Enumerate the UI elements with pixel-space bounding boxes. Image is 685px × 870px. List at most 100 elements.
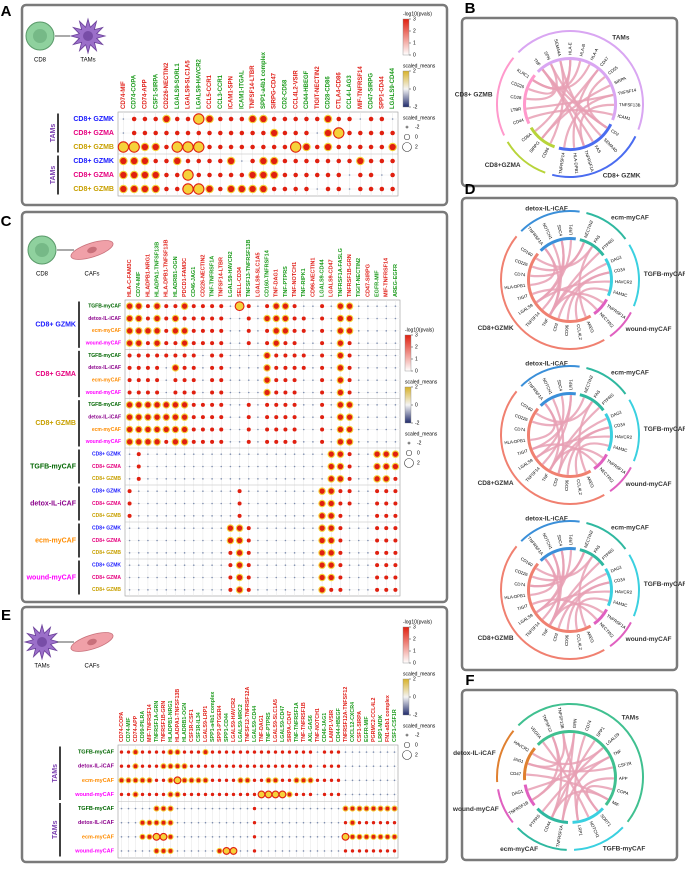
dot	[327, 499, 335, 508]
dot	[246, 575, 251, 580]
dot	[293, 552, 296, 554]
dot	[238, 342, 241, 344]
dot	[393, 765, 396, 767]
legend-title: scaled_means	[403, 671, 436, 677]
dot	[250, 158, 255, 164]
dot	[238, 428, 241, 431]
dot	[385, 367, 388, 369]
chord-link	[530, 553, 560, 588]
cell-label: TAMs	[34, 664, 49, 670]
dot	[330, 416, 333, 418]
column-label: CD74-MIF	[136, 271, 142, 297]
dot	[365, 793, 368, 796]
column-label: TNFSF13-TNFRSF13B	[246, 240, 252, 297]
dot	[312, 502, 314, 505]
dot	[259, 114, 268, 124]
dot	[266, 515, 268, 517]
dot	[220, 478, 223, 480]
dot	[211, 515, 213, 517]
dot	[229, 305, 232, 307]
dot	[385, 428, 388, 431]
dot	[356, 805, 363, 812]
dot	[347, 501, 352, 506]
dot	[153, 401, 161, 409]
column-label: LGALS9-CD47	[280, 706, 286, 742]
dot	[165, 589, 168, 591]
dot	[327, 524, 335, 532]
dot	[302, 539, 305, 542]
gene-label: HLA-DPB1	[504, 438, 526, 446]
group-label: TAMs	[50, 166, 57, 185]
colorbar	[402, 678, 410, 716]
dot	[226, 184, 236, 194]
dot	[220, 527, 223, 529]
dot	[357, 502, 360, 505]
dot	[167, 749, 174, 756]
dot	[202, 552, 204, 554]
dot	[246, 415, 251, 420]
chord-link	[579, 103, 615, 147]
dot	[153, 413, 161, 421]
column-label: CSF1-CSF1R	[392, 709, 398, 742]
dot	[316, 821, 319, 824]
dot	[257, 502, 259, 505]
dot	[180, 438, 189, 446]
dot	[165, 490, 168, 492]
dot	[347, 353, 352, 358]
dot	[238, 453, 241, 455]
dot	[220, 539, 223, 542]
dot	[202, 539, 204, 542]
dot	[316, 850, 319, 852]
dot	[289, 141, 302, 153]
dot	[210, 304, 215, 309]
gene-label: TNF	[612, 748, 622, 756]
dot	[391, 118, 394, 120]
dot	[312, 465, 314, 468]
dot	[219, 390, 224, 395]
column-label: CCL4-LAG3	[347, 75, 353, 109]
group-label: ecm-myCAF	[611, 524, 649, 531]
cell-nucleus	[87, 638, 97, 646]
group-label: CD8+GZMB	[478, 635, 514, 642]
dot	[275, 502, 278, 505]
column-label: EGFR-MIF	[375, 270, 381, 297]
gene-label: LGALS9	[517, 612, 534, 625]
gene-label: CD96	[564, 324, 570, 336]
dot	[367, 453, 369, 455]
panel-frame	[20, 3, 449, 207]
group-label: detox-IL-iCAF	[525, 206, 568, 213]
dot	[200, 341, 205, 346]
dot	[349, 805, 356, 812]
dot	[284, 465, 287, 468]
dot	[131, 130, 137, 136]
dot	[120, 821, 123, 824]
dot	[329, 750, 334, 754]
chord-link	[532, 747, 604, 766]
dot	[394, 391, 397, 394]
size-key	[402, 750, 412, 760]
dot	[265, 427, 270, 432]
group-label: CD8+ GZMA	[35, 371, 76, 378]
gene-label: NOTCH1	[589, 820, 601, 839]
dot	[309, 850, 312, 852]
chord-link	[574, 287, 609, 320]
dot	[156, 453, 158, 455]
dot	[368, 116, 374, 122]
dot	[348, 576, 351, 579]
gene-label: TNFSF12	[541, 714, 553, 734]
dot	[391, 450, 400, 458]
dot	[367, 465, 369, 468]
gene-label: TNFRSF1A	[583, 150, 595, 173]
dot	[327, 549, 335, 557]
chord-link	[530, 402, 556, 442]
dot	[202, 478, 204, 480]
column-label: TNF-PTPRS	[266, 712, 272, 742]
dot	[229, 490, 232, 492]
dot	[156, 589, 158, 591]
group-arc	[628, 399, 640, 462]
dot	[327, 536, 335, 545]
column-label: MIF-TNFRSF14	[358, 66, 364, 109]
dot	[165, 564, 168, 566]
dot	[359, 118, 362, 120]
cell-label: CAFs	[85, 272, 100, 278]
